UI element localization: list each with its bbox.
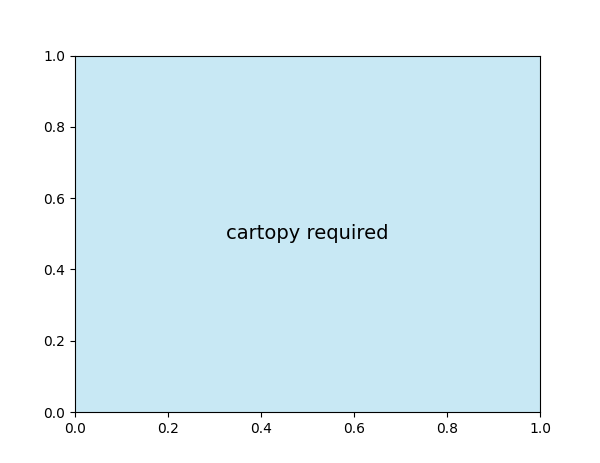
Text: cartopy required: cartopy required	[226, 224, 389, 244]
